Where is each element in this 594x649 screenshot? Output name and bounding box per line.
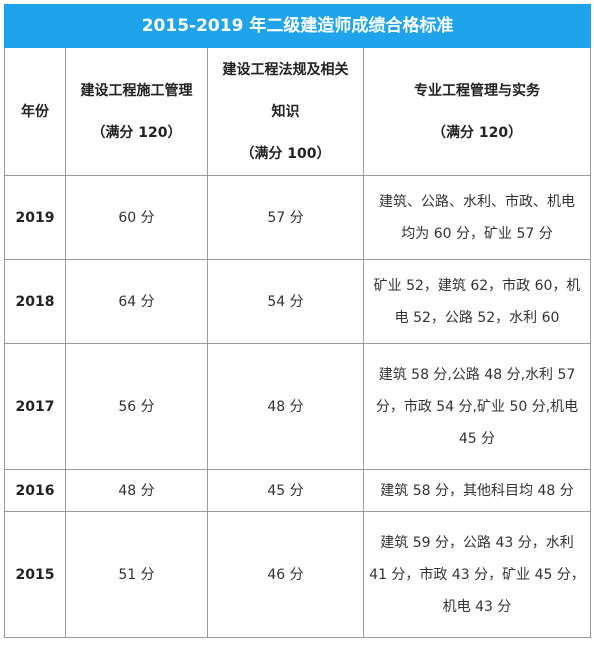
cell-line: 建筑 58 分,公路 48 分,水利 57 xyxy=(378,366,576,383)
practice-score-cell: 建筑 59 分，公路 43 分，水利 41 分，市政 43 分，矿业 45 分，… xyxy=(362,511,592,638)
header-line: （满分 100） xyxy=(240,145,331,162)
cell-line: 均为 60 分，矿业 57 分 xyxy=(401,225,553,242)
cell-line: 矿业 52，建筑 62，市政 60，机 xyxy=(373,277,581,294)
cell-line: 电 52，公路 52，水利 60 xyxy=(394,309,560,326)
header-year: 年份 xyxy=(4,47,66,176)
title-row: 2015-2019 年二级建造师成绩合格标准 xyxy=(3,4,592,48)
practice-score-cell: 矿业 52，建筑 62，市政 60，机 电 52，公路 52，水利 60 xyxy=(362,259,592,344)
table-row: 2015 51 分 46 分 建筑 59 分，公路 43 分，水利 41 分，市… xyxy=(4,511,592,638)
header-line: （满分 120） xyxy=(91,124,182,141)
score-cell: 51 分 xyxy=(65,511,208,638)
practice-score-cell: 建筑、公路、水利、市政、机电 均为 60 分，矿业 57 分 xyxy=(362,175,592,260)
score-cell: 45 分 xyxy=(207,469,364,512)
table-row: 2016 48 分 45 分 建筑 58 分，其他科目均 48 分 xyxy=(4,469,592,512)
cell-line: 机电 43 分 xyxy=(442,598,512,615)
year-cell: 2017 xyxy=(4,343,66,470)
table-title: 2015-2019 年二级建造师成绩合格标准 xyxy=(3,4,592,48)
score-cell: 64 分 xyxy=(65,259,208,344)
header-line: 建设工程施工管理 xyxy=(80,82,193,99)
cell-line: 建筑、公路、水利、市政、机电 xyxy=(379,193,576,210)
score-cell: 48 分 xyxy=(207,343,364,470)
score-cell: 48 分 xyxy=(65,469,208,512)
cell-line: 45 分 xyxy=(458,430,496,447)
table-row: 2018 64 分 54 分 矿业 52，建筑 62，市政 60，机 电 52，… xyxy=(4,259,592,344)
header-line: （满分 120） xyxy=(431,124,523,141)
cell-line: 41 分，市政 43 分，矿业 45 分， xyxy=(369,566,585,583)
score-table: 2015-2019 年二级建造师成绩合格标准 年份 建设工程施工管理 （满分 1… xyxy=(3,4,592,638)
score-cell: 60 分 xyxy=(65,175,208,260)
cell-line: 建筑 58 分，其他科目均 48 分 xyxy=(380,482,574,499)
practice-score-cell: 建筑 58 分,公路 48 分,水利 57 分，市政 54 分,矿业 50 分,… xyxy=(362,343,592,470)
score-cell: 57 分 xyxy=(207,175,364,260)
practice-score-cell: 建筑 58 分，其他科目均 48 分 xyxy=(362,469,592,512)
year-cell: 2018 xyxy=(4,259,66,344)
score-cell: 54 分 xyxy=(207,259,364,344)
header-professional-practice: 专业工程管理与实务 （满分 120） xyxy=(362,47,592,176)
header-construction-management: 建设工程施工管理 （满分 120） xyxy=(65,47,208,176)
header-line: 建设工程法规及相关 xyxy=(222,61,349,78)
cell-line: 分，市政 54 分,矿业 50 分,机电 xyxy=(375,398,579,415)
score-cell: 46 分 xyxy=(207,511,364,638)
table-row: 2019 60 分 57 分 建筑、公路、水利、市政、机电 均为 60 分，矿业… xyxy=(4,175,592,260)
table-row: 2017 56 分 48 分 建筑 58 分,公路 48 分,水利 57 分，市… xyxy=(4,343,592,470)
year-cell: 2016 xyxy=(4,469,66,512)
score-cell: 56 分 xyxy=(65,343,208,470)
header-row: 年份 建设工程施工管理 （满分 120） 建设工程法规及相关 知识 （满分 10… xyxy=(4,47,592,176)
header-line: 知识 xyxy=(271,103,300,120)
cell-line: 建筑 59 分，公路 43 分，水利 xyxy=(380,534,574,551)
header-law-regulations: 建设工程法规及相关 知识 （满分 100） xyxy=(207,47,364,176)
year-cell: 2019 xyxy=(4,175,66,260)
score-table-container: 2015-2019 年二级建造师成绩合格标准 年份 建设工程施工管理 （满分 1… xyxy=(3,4,592,638)
header-line: 专业工程管理与实务 xyxy=(414,82,541,99)
year-cell: 2015 xyxy=(4,511,66,638)
